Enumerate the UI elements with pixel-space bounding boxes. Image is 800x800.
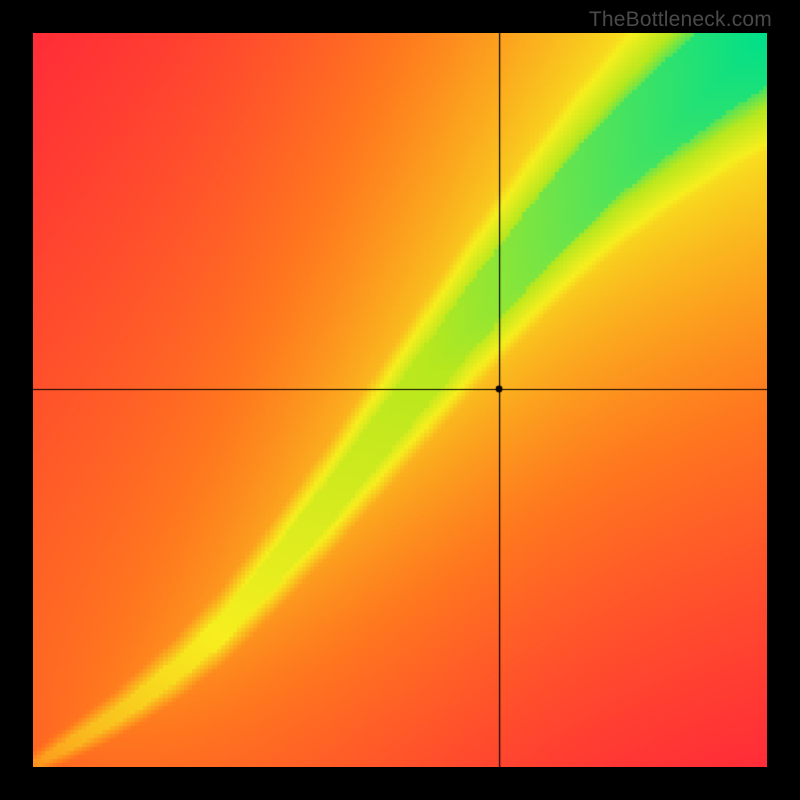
heatmap-plot-area — [33, 33, 767, 767]
heatmap-canvas — [33, 33, 767, 767]
watermark-text: TheBottleneck.com — [589, 8, 772, 32]
